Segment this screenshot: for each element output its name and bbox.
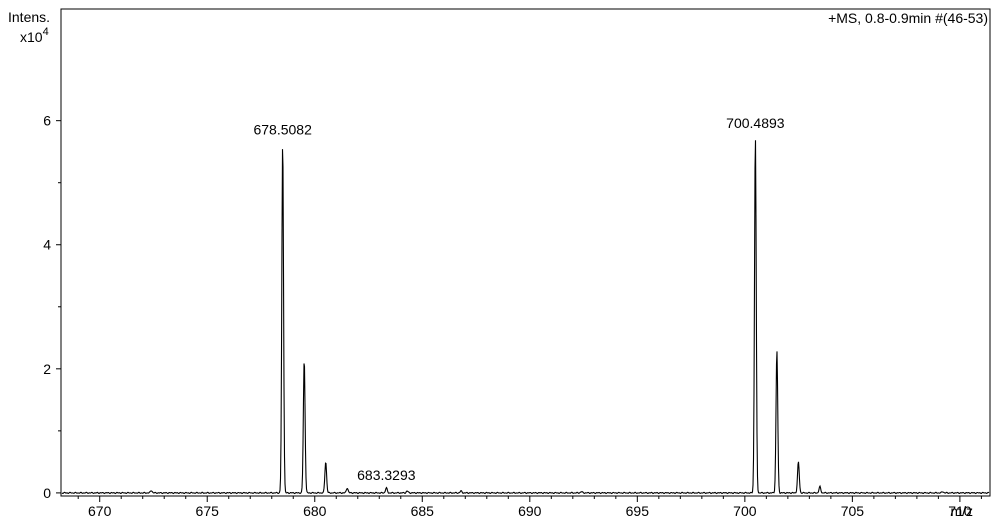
y-axis-label: Intens.: [8, 9, 50, 25]
peak-labels: 678.5082 683.3293 700.4893: [253, 115, 784, 483]
x-tick-label: 685: [411, 503, 435, 519]
chart-title: +MS, 0.8-0.9min #(46-53): [828, 10, 988, 26]
y-tick-label: 2: [43, 361, 51, 377]
plot-frame: [60, 8, 991, 497]
x-tick-label: 705: [841, 503, 865, 519]
x-tick-label: 670: [88, 503, 112, 519]
peak-label: 683.3293: [357, 467, 416, 483]
peak-label: 678.5082: [253, 121, 312, 137]
x-tick-label: 680: [303, 503, 327, 519]
x-tick-label: 710: [948, 503, 972, 519]
x-tick-label: 700: [733, 503, 757, 519]
spectrum-series-line: [61, 140, 990, 495]
x-tick-label: 675: [196, 503, 220, 519]
y-tick-label: 6: [43, 113, 51, 129]
x-axis: 670 675 680 685 690 695 700 705 710: [77, 496, 982, 519]
peak-label: 700.4893: [726, 115, 785, 131]
x-axis-label: m/z: [950, 503, 973, 519]
x-tick-label: 695: [626, 503, 650, 519]
y-tick-label: 0: [43, 485, 51, 501]
y-scale-exponent: 4: [43, 26, 49, 38]
y-scale-base: x10: [20, 29, 43, 45]
y-axis: 0 2 4 6: [43, 113, 61, 501]
x-tick-label: 690: [518, 503, 542, 519]
y-scale-label: x104: [20, 26, 49, 45]
y-tick-label: 4: [43, 237, 51, 253]
